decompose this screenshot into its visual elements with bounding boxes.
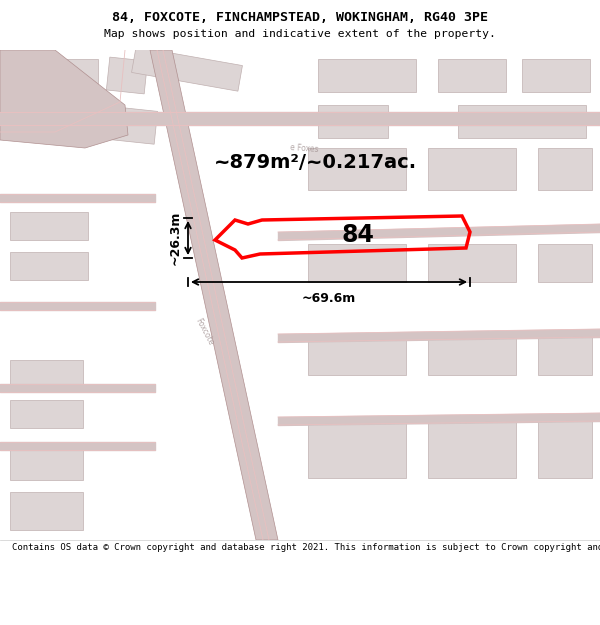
Polygon shape: [538, 420, 592, 478]
Text: ~26.3m: ~26.3m: [169, 211, 182, 265]
Polygon shape: [308, 420, 406, 478]
Polygon shape: [308, 337, 406, 375]
Polygon shape: [428, 244, 516, 282]
Polygon shape: [10, 400, 83, 428]
Polygon shape: [538, 148, 592, 190]
Text: 84: 84: [341, 223, 374, 247]
Polygon shape: [131, 47, 242, 91]
Polygon shape: [428, 337, 516, 375]
Polygon shape: [0, 50, 128, 148]
Polygon shape: [318, 59, 416, 92]
Text: Foxcote: Foxcote: [193, 317, 215, 347]
Text: ~879m²/~0.217ac.: ~879m²/~0.217ac.: [214, 152, 416, 171]
Polygon shape: [10, 104, 72, 137]
Polygon shape: [10, 252, 88, 280]
Text: e Foxes: e Foxes: [290, 143, 319, 154]
Text: ~69.6m: ~69.6m: [302, 291, 356, 304]
Polygon shape: [538, 337, 592, 375]
Polygon shape: [318, 105, 388, 138]
Polygon shape: [458, 105, 586, 138]
Polygon shape: [308, 148, 406, 190]
Polygon shape: [308, 244, 406, 282]
Polygon shape: [428, 420, 516, 478]
Polygon shape: [110, 107, 158, 144]
Text: Contains OS data © Crown copyright and database right 2021. This information is : Contains OS data © Crown copyright and d…: [12, 542, 600, 551]
Polygon shape: [428, 148, 516, 190]
Polygon shape: [10, 212, 88, 240]
Polygon shape: [10, 360, 83, 388]
Polygon shape: [10, 59, 98, 92]
Text: Map shows position and indicative extent of the property.: Map shows position and indicative extent…: [104, 29, 496, 39]
Polygon shape: [150, 50, 278, 540]
Polygon shape: [10, 492, 83, 530]
Polygon shape: [522, 59, 590, 92]
Polygon shape: [538, 244, 592, 282]
Polygon shape: [106, 57, 148, 94]
Text: 84, FOXCOTE, FINCHAMPSTEAD, WOKINGHAM, RG40 3PE: 84, FOXCOTE, FINCHAMPSTEAD, WOKINGHAM, R…: [112, 11, 488, 24]
Polygon shape: [10, 442, 83, 480]
Polygon shape: [438, 59, 506, 92]
